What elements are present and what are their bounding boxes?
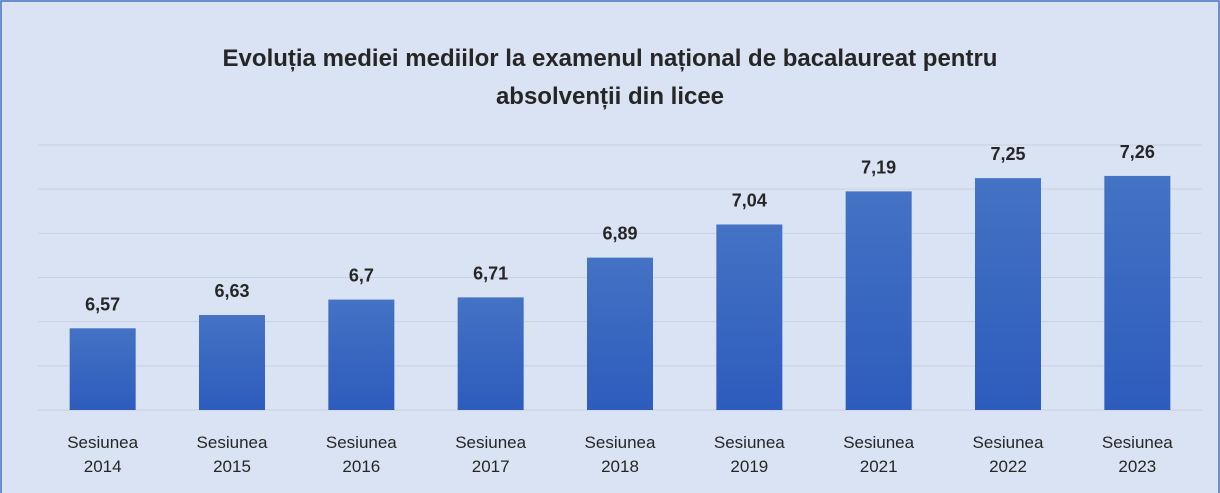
value-label: 7,19: [861, 157, 896, 177]
x-tick-label: Sesiunea 2017: [455, 433, 527, 476]
bar: [1104, 175, 1171, 410]
bar: [716, 224, 783, 410]
x-tick-label: Sesiunea 2015: [196, 433, 268, 476]
bar: [845, 191, 912, 410]
x-tick-label: Sesiunea 2023: [1101, 433, 1173, 476]
bar: [69, 328, 136, 410]
x-tick-label: Sesiunea 2022: [972, 433, 1044, 476]
bar: [975, 178, 1041, 410]
value-label: 6,71: [473, 263, 508, 283]
bar: [328, 299, 395, 410]
x-tick-label: Sesiunea 2021: [843, 433, 915, 476]
value-label: 6,63: [214, 281, 249, 301]
value-label: 6,57: [85, 294, 120, 314]
x-tick-label: Sesiunea 2019: [713, 433, 785, 476]
x-tick-label: Sesiunea 2018: [584, 433, 656, 476]
chart-title: Evoluția mediei mediilor la examenul naț…: [222, 45, 998, 110]
value-label: 6,7: [349, 266, 374, 286]
x-tick-label: Sesiunea 2014: [67, 433, 139, 476]
bar: [587, 257, 653, 410]
value-label: 7,26: [1120, 142, 1155, 162]
bar: [199, 315, 265, 410]
x-tick-label: Sesiunea 2016: [325, 433, 397, 476]
value-label: 7,04: [732, 191, 767, 211]
value-label: 7,25: [990, 144, 1025, 164]
value-label: 6,89: [602, 224, 637, 244]
bar: [457, 297, 524, 410]
